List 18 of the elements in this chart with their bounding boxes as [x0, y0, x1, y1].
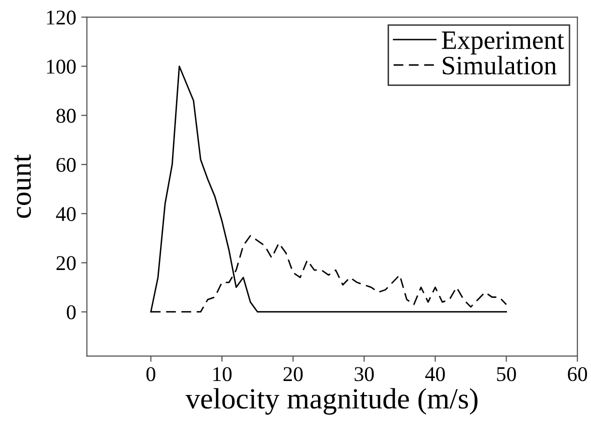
x-axis-title: velocity magnitude (m/s)	[186, 388, 478, 415]
x-tick-label: 30	[354, 367, 374, 382]
legend-label: Experiment	[442, 31, 564, 54]
y-tick-label: 120	[47, 10, 76, 25]
x-tick-label: 60	[568, 367, 588, 382]
y-tick-label: 40	[56, 207, 76, 222]
y-tick-label: 60	[56, 158, 76, 172]
y-tick-label: 0	[66, 305, 76, 320]
y-tick-label: 20	[56, 256, 76, 270]
legend-label: Simulation	[442, 56, 557, 74]
x-tick-label: 40	[425, 367, 445, 382]
x-tick-label: 10	[213, 367, 232, 382]
x-tick-label: 20	[284, 367, 303, 382]
y-tick-label: 80	[56, 108, 76, 123]
y-tick-label: 100	[47, 60, 76, 74]
x-tick-label: 50	[497, 367, 516, 382]
y-axis-title: count	[14, 154, 31, 218]
x-tick-label: 0	[146, 367, 156, 382]
